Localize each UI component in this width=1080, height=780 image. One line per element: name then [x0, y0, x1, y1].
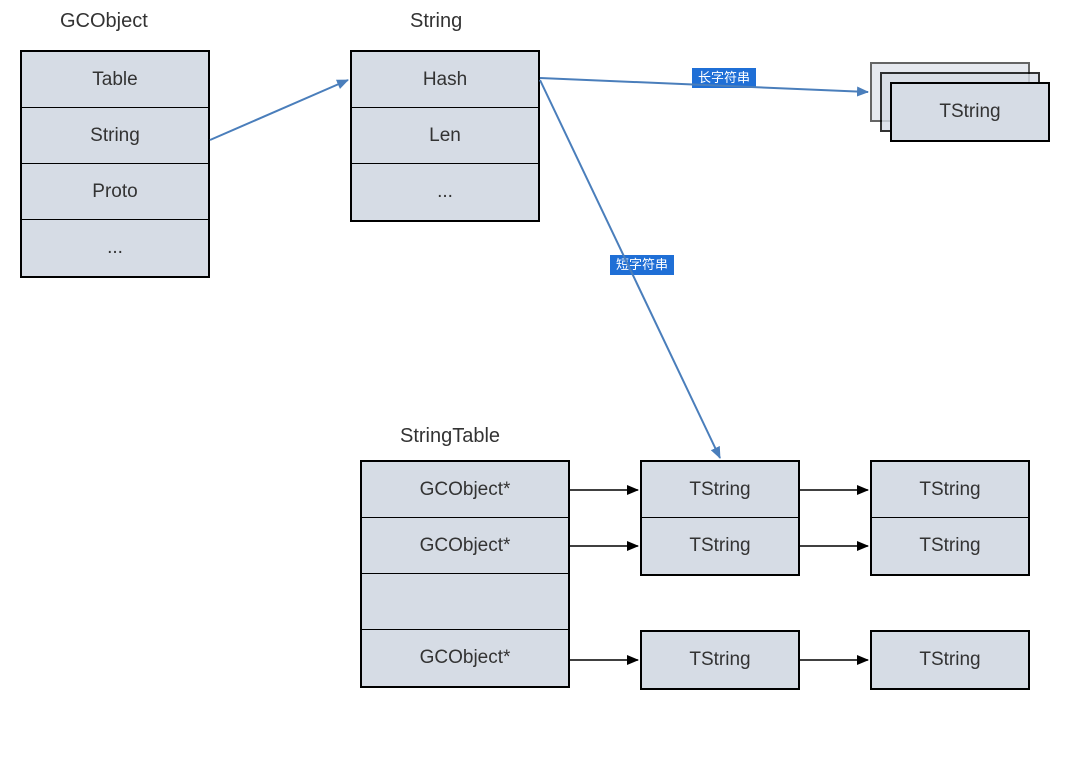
chain1-bottom: TString — [640, 630, 800, 690]
chain-cell: TString — [642, 518, 798, 574]
string-row: Hash — [352, 52, 538, 108]
tstring-stack-front: TString — [890, 82, 1050, 142]
gcobject-row: Proto — [22, 164, 208, 220]
diagram-canvas: GCObject String StringTable Table String… — [0, 0, 1080, 780]
gcobject-row: Table — [22, 52, 208, 108]
string-row: ... — [352, 164, 538, 220]
stringtable-box: GCObject* GCObject* GCObject* — [360, 460, 570, 688]
stringtable-row: GCObject* — [362, 462, 568, 518]
edge-label-short: 短字符串 — [610, 255, 674, 275]
stringtable-row: GCObject* — [362, 630, 568, 686]
chain2-bottom: TString — [870, 630, 1030, 690]
chain1-top: TString TString — [640, 460, 800, 576]
title-gcobject: GCObject — [60, 10, 148, 33]
stringtable-row: GCObject* — [362, 518, 568, 574]
chain-cell: TString — [642, 632, 798, 688]
gcobject-row: String — [22, 108, 208, 164]
stringtable-row — [362, 574, 568, 630]
title-stringtable: StringTable — [400, 425, 500, 448]
string-row: Len — [352, 108, 538, 164]
edge-label-long: 长字符串 — [692, 68, 756, 88]
chain-cell: TString — [872, 462, 1028, 518]
gcobject-box: Table String Proto ... — [20, 50, 210, 278]
string-box: Hash Len ... — [350, 50, 540, 222]
chain-cell: TString — [872, 632, 1028, 688]
gcobject-row: ... — [22, 220, 208, 276]
chain-cell: TString — [642, 462, 798, 518]
chain-cell: TString — [872, 518, 1028, 574]
chain2-top: TString TString — [870, 460, 1030, 576]
title-string: String — [410, 10, 462, 33]
